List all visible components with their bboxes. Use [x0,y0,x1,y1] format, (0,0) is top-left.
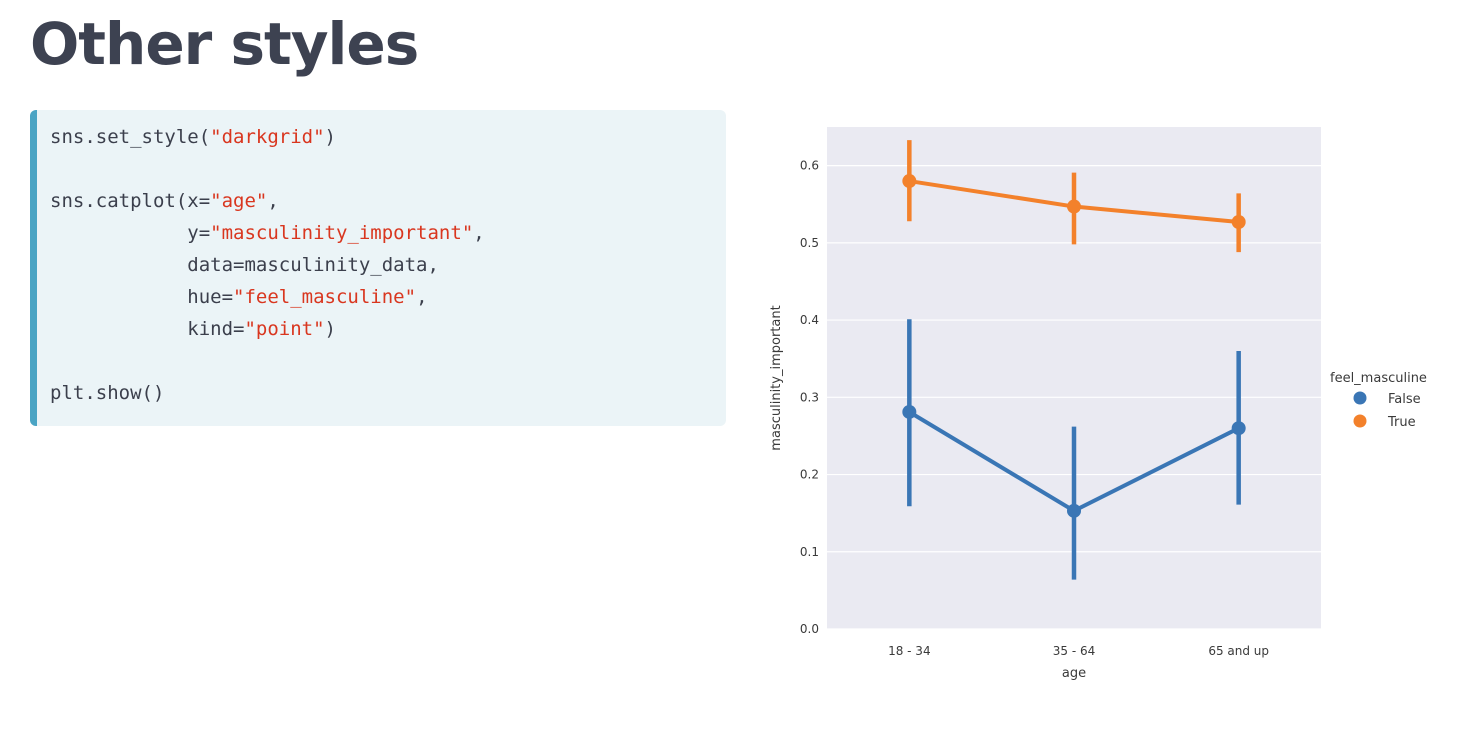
legend-entry: False [1388,392,1421,407]
code-line [50,153,726,185]
y-tick-label: 0.2 [800,468,819,482]
code-line: y="masculinity_important", [50,217,726,249]
slide-title: Other styles [30,10,419,78]
y-tick-label: 0.4 [800,313,819,327]
chart-svg: 0.0 0.1 0.2 0.3 0.4 0.5 0.6 18 - 34 35 - 64 65 an… [769,127,1427,681]
y-tick-label: 0.0 [800,622,819,636]
code-line: plt.show() [50,377,726,409]
code-token: ) [324,318,336,340]
code-line: hue="feel_masculine", [50,281,726,313]
y-axis-label: masculinity_important [769,305,784,450]
code-string-token: "darkgrid" [210,126,325,148]
y-tick-label: 0.3 [800,390,819,404]
code-token: , [473,222,485,244]
code-string-token: "age" [210,190,268,212]
legend-marker [1353,391,1367,405]
code-token: , [416,286,428,308]
code-line: data=masculinity_data, [50,249,726,281]
code-string-token: "feel_masculine" [233,286,417,308]
code-token: hue= [50,286,234,308]
code-string-token: "masculinity_important" [210,222,474,244]
x-axis-label: age [1062,666,1086,681]
code-token: data=masculinity_data, [50,254,439,276]
code-token: plt.show() [50,382,165,404]
code-line [50,345,726,377]
x-tick-label: 65 and up [1208,644,1269,658]
legend-title: feel_masculine [1330,371,1427,386]
data-point [902,404,917,419]
code-token: kind= [50,318,245,340]
y-tick-label: 0.5 [800,236,819,250]
data-point [902,174,917,189]
x-tick-label: 18 - 34 [888,644,931,658]
code-text: sns.set_style("darkgrid") sns.catplot(x="… [50,121,726,409]
point-chart: 0.0 0.1 0.2 0.3 0.4 0.5 0.6 18 - 34 35 - 64 65 an… [740,100,1460,700]
code-line: sns.set_style("darkgrid") [50,121,726,153]
y-tick-label: 0.1 [800,545,819,559]
code-token: ) [324,126,336,148]
data-point [1231,214,1246,229]
code-token: sns.catplot(x= [50,190,211,212]
data-point [1067,503,1081,518]
y-tick-label: 0.6 [800,159,819,173]
x-tick-label: 35 - 64 [1053,644,1096,658]
code-token: y= [50,222,211,244]
data-point [1231,421,1246,436]
code-line: sns.catplot(x="age", [50,185,726,217]
legend-entry: True [1387,415,1416,430]
legend-marker [1353,414,1367,428]
code-block: sns.set_style("darkgrid") sns.catplot(x="… [30,110,726,426]
code-line: kind="point") [50,313,726,345]
code-token: sns.set_style( [50,126,211,148]
data-point [1067,199,1081,214]
code-token: , [267,190,279,212]
code-string-token: "point" [244,318,325,340]
